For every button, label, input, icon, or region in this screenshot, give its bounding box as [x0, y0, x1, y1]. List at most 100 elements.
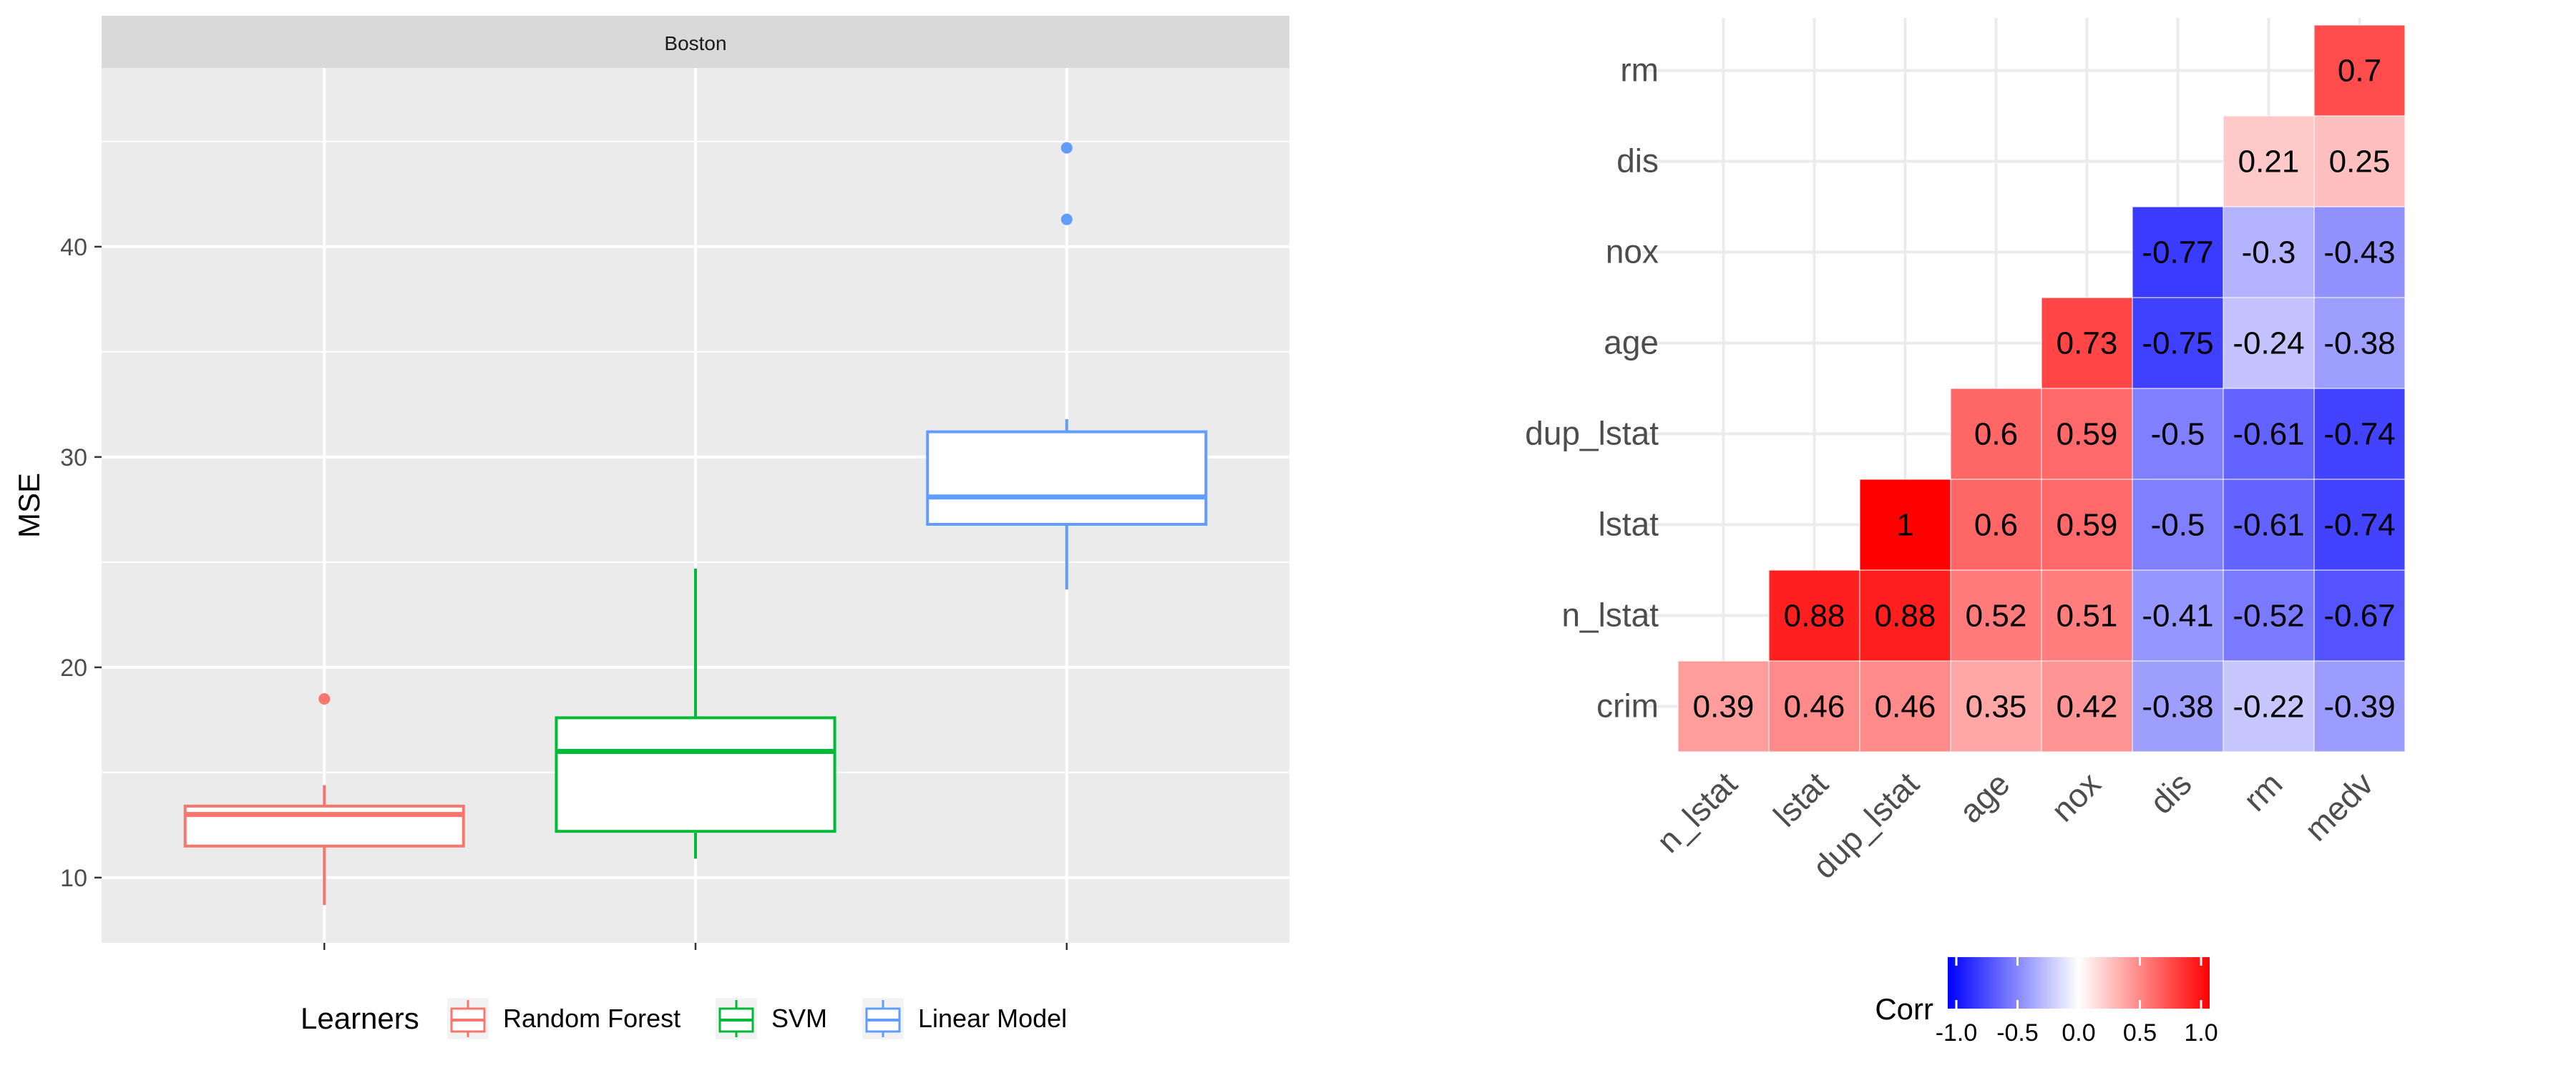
heatmap-cell-label: -0.24	[2233, 326, 2304, 361]
heatmap-cell-fill	[2223, 660, 2315, 753]
y-tick-label: nox	[1606, 233, 1659, 270]
heatmap-cell-fill	[2223, 206, 2315, 298]
x-tick-label: n_lstat	[1649, 765, 1745, 860]
heatmap-cell: -0.67	[2313, 569, 2406, 662]
colorbar-tick-label: 0.5	[2123, 1019, 2157, 1047]
heatmap-cell-label: 0.52	[1966, 599, 2027, 634]
heatmap-cell: -0.39	[2313, 660, 2406, 753]
y-tick-label: lstat	[1599, 506, 1659, 543]
x-tick-label: rm	[2236, 765, 2290, 818]
heatmap-cell: -0.74	[2313, 479, 2406, 571]
heatmap-cell-label: 0.51	[2057, 599, 2118, 634]
heatmap-cell-fill	[2041, 479, 2133, 571]
heatmap-cell-fill	[2132, 569, 2224, 662]
y-tick-label: 30	[60, 444, 87, 471]
colorbar-tick-label: -1.0	[1936, 1019, 1978, 1047]
heatmap-cell-fill	[2041, 660, 2133, 753]
box	[926, 430, 1208, 526]
heatmap-cell-label: -0.61	[2233, 508, 2304, 543]
heatmap-cell: -0.61	[2223, 479, 2315, 571]
heatmap-cell-fill	[1677, 660, 1770, 753]
heatmap-cell-fill	[2313, 569, 2406, 662]
heatmap-cell: 0.88	[1768, 569, 1860, 662]
heatmap-cell-label: 0.59	[2057, 417, 2118, 452]
heatmap-cell: 0.25	[2313, 115, 2406, 207]
heatmap-cell: -0.75	[2132, 297, 2224, 389]
heatmap-cell-fill	[2132, 206, 2224, 298]
box	[555, 716, 836, 833]
legend-title: Learners	[301, 1001, 419, 1035]
heatmap-cell-fill	[1768, 569, 1860, 662]
colorbar-tick-label: 1.0	[2184, 1019, 2218, 1047]
heatmap-cell-label: -0.74	[2323, 417, 2395, 452]
heatmap-cell-fill	[2132, 388, 2224, 480]
legend-label: Linear Model	[918, 1004, 1067, 1033]
heatmap-cell: -0.38	[2313, 297, 2406, 389]
heatmap-cell-fill	[2041, 388, 2133, 480]
legend-label: SVM	[771, 1004, 827, 1033]
heatmap-cell: 0.59	[2041, 388, 2133, 480]
heatmap-cell: 0.6	[1950, 479, 2042, 571]
y-tick-label: age	[1604, 324, 1659, 361]
x-tick-label: nox	[2044, 765, 2107, 828]
x-tick-label: lstat	[1766, 765, 1835, 834]
y-tick-label: crim	[1596, 687, 1659, 725]
heatmap-cell-fill	[1859, 479, 1951, 571]
box-random-forest	[183, 692, 465, 906]
heatmap-cell-label: -0.77	[2142, 235, 2213, 270]
heatmap-cell-fill	[2041, 569, 2133, 662]
y-tick-label: 10	[60, 865, 87, 892]
heatmap-cell-fill	[2313, 388, 2406, 480]
heatmap-cell-fill	[1859, 660, 1951, 753]
outlier-point	[318, 692, 331, 705]
colorbar-tick-label: -0.5	[1996, 1019, 2039, 1047]
heatmap-cell-fill	[1950, 660, 2042, 753]
heatmap-cell-fill	[2223, 479, 2315, 571]
heatmap-cell-label: 0.6	[1974, 508, 2018, 543]
heatmap-cell-label: -0.61	[2233, 417, 2304, 452]
heatmap-cell: -0.61	[2223, 388, 2315, 480]
heatmap-cell-fill	[2223, 297, 2315, 389]
heatmap-cell-label: 0.35	[1966, 690, 2027, 725]
box-linear-model	[926, 142, 1208, 590]
heatmap-cell: -0.22	[2223, 660, 2315, 753]
outlier-point	[1060, 142, 1073, 154]
heatmap-cell-fill	[2313, 115, 2406, 207]
heatmap-cell-label: 0.7	[2338, 54, 2381, 89]
heatmap-cell-label: 0.88	[1875, 599, 1936, 634]
y-tick-label: dis	[1616, 142, 1659, 180]
heatmap-cell: 0.6	[1950, 388, 2042, 480]
heatmap-cell-label: -0.75	[2142, 326, 2213, 361]
legend-label: Random Forest	[503, 1004, 680, 1033]
heatmap-cell-label: 0.46	[1875, 690, 1936, 725]
heatmap-cell-label: 0.42	[2057, 690, 2118, 725]
heatmap-cell-label: 1	[1896, 508, 1913, 543]
heatmap-cell-label: 0.21	[2238, 144, 2300, 180]
heatmap-cell: 0.59	[2041, 479, 2133, 571]
heatmap-cell-label: -0.5	[2151, 417, 2205, 452]
heatmap-cell-label: 0.88	[1784, 599, 1845, 634]
heatmap-cell-fill	[1950, 479, 2042, 571]
heatmap-cell-fill	[2132, 297, 2224, 389]
boxplot-panel: Boston 10 20 30 40 MSE Learners Random Forest SV…	[12, 16, 1289, 1039]
heatmap-cell: 0.21	[2223, 115, 2315, 207]
heatmap-cell-label: -0.43	[2323, 235, 2395, 270]
y-tick-label: dup_lstat	[1525, 415, 1659, 452]
heatmap-cell: -0.5	[2132, 479, 2224, 571]
y-tick-label: 40	[60, 234, 87, 261]
heatmap-cell-fill	[2223, 388, 2315, 480]
heatmap-cell-fill	[2313, 24, 2406, 117]
heatmap-cell: -0.41	[2132, 569, 2224, 662]
legend-key	[862, 998, 904, 1039]
heatmap-cell-fill	[2223, 115, 2315, 207]
heatmap-cell-label: -0.52	[2233, 599, 2304, 634]
facet-strip	[102, 16, 1289, 68]
heatmap-cell: -0.24	[2223, 297, 2315, 389]
heatmap-cell-fill	[1950, 388, 2042, 480]
heatmap-cell-label: -0.22	[2233, 690, 2304, 725]
heatmap-cell: 0.51	[2041, 569, 2133, 662]
heatmap-cell-fill	[2041, 297, 2133, 389]
heatmap-cell-label: 0.39	[1693, 690, 1755, 725]
heatmap-cell-label: 0.73	[2057, 326, 2118, 361]
x-tick-label: age	[1952, 765, 2017, 830]
